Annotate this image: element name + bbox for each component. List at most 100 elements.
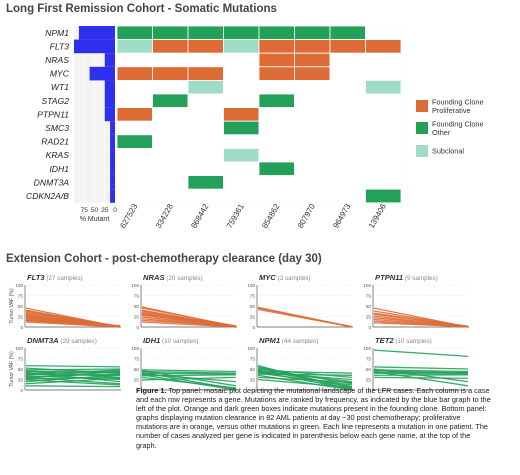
cell-npm1-627523 [116,25,153,41]
top-chart-title: Long First Remission Cohort - Somatic Mu… [6,3,277,15]
panel-ptpn11: PTPN11 (9 samples) 0 25 50 75 100 [363,273,469,330]
panel-gene-name: DNMT3A [27,336,59,345]
panel-title-npm1: NPM1 (44 samples) [259,336,318,345]
bar-flt3 [74,39,115,54]
cell-smc3-334228 [152,120,189,136]
cell-flt3-627523 [116,39,153,54]
panel-sample-count: (10 samples) [160,338,198,345]
cell-idh1-627523 [116,161,153,177]
panel-title-myc: MYC (3 samples) [259,273,311,282]
cell-kras-807970 [294,147,331,163]
vaf-line-dnmt3a-17 [25,385,121,388]
vaf-line-tet2-3 [373,369,469,373]
caption-label: Figure 1. [136,386,167,395]
panel-ytick-75: 75 [134,294,140,299]
cell-cdkn2a-b-854862 [258,188,295,204]
cell-kras-334228 [152,147,189,163]
panel-ytick-50: 50 [250,367,256,372]
panel-title-ptpn11: PTPN11 (9 samples) [375,273,438,282]
gene-label-nras: NRAS [45,55,69,65]
gene-label-dnmt3a: DNMT3A [34,177,70,187]
panel-ytick-0: 0 [252,325,255,330]
vaf-line-idh1-0 [141,369,237,373]
bar-tick-0: 0 [113,207,117,214]
cell-cdkn2a-b-759361 [223,188,260,204]
cell-kras-964973 [329,147,366,163]
cell-cdkn2a-b-334228 [152,188,189,204]
legend-swatch-s [416,145,428,157]
gene-label-wt1: WT1 [51,82,69,92]
panel-ytick-50: 50 [18,367,24,372]
cell-cdkn2a-b-964973 [329,188,366,204]
panel-title-nras: NRAS (20 samples) [143,273,203,282]
cell-idh1-854862 [258,161,295,177]
vaf-line-ptpn11-3 [373,313,469,327]
vaf-line-dnmt3a-12 [25,370,121,379]
cell-rad21-139406 [365,134,402,149]
cell-cdkn2a-b-868442 [187,188,224,204]
panel-npm1: NPM1 (44 samples) 0 25 50 75 100 [247,336,353,393]
panel-ytick-0: 0 [136,325,139,330]
vaf-line-dnmt3a-0 [25,364,121,368]
legend-label-s-0: Subclonal [432,147,464,156]
bar-rad21 [110,134,115,149]
panel-sample-count: (27 samples) [45,275,83,282]
bar-stag2 [104,94,115,108]
vaf-line-nras-11 [141,321,237,328]
cell-nras-759361 [223,52,260,68]
panel-sample-count: (20 samples) [165,275,203,282]
mosaic-grid [116,25,402,204]
panel-gene-name: NRAS [143,273,165,282]
panel-ytick-50: 50 [366,367,372,372]
panel-ytick-75: 75 [134,357,140,362]
vaf-line-dnmt3a-8 [25,369,121,376]
case-label-759361: 759361 [225,202,246,230]
cell-rad21-627523 [116,134,153,149]
vaf-line-idh1-9 [141,376,237,381]
bar-idh1 [110,162,115,176]
cell-dnmt3a-964973 [329,175,366,190]
cell-myc-627523 [116,66,153,81]
panel-ytick-25: 25 [366,315,372,320]
panel-title-flt3: FLT3 (27 samples) [27,273,83,282]
case-label-964973: 964973 [331,202,352,230]
cell-stag2-854862 [258,93,295,109]
cell-npm1-868442 [187,25,224,41]
gene-label-cdkn2a-b: CDKN2A/B [26,191,69,201]
gene-label-npm1: NPM1 [45,28,69,38]
legend-label-p-1: Proliferative [432,106,471,115]
gene-label-flt3: FLT3 [50,41,70,51]
panel-ytick-0: 0 [252,388,255,393]
gene-label-rad21: RAD21 [41,137,69,147]
case-label-868442: 868442 [189,202,210,230]
vaf-line-nras-10 [141,319,237,327]
panel-ytick-25: 25 [134,378,140,383]
panel-ytick-25: 25 [134,315,140,320]
panel-ytick-100: 100 [363,283,371,288]
cell-wt1-807970 [294,80,331,95]
cell-dnmt3a-868442 [187,175,224,190]
cell-ptpn11-807970 [294,107,331,122]
panel-ytick-100: 100 [131,283,139,288]
cell-flt3-807970 [294,39,331,54]
cell-smc3-139406 [365,120,402,136]
vaf-line-myc-2 [257,308,353,328]
cell-cdkn2a-b-807970 [294,188,331,204]
cell-ptpn11-759361 [223,107,260,122]
cell-flt3-868442 [187,39,224,54]
panel-ytick-25: 25 [250,378,256,383]
panel-ytick-100: 100 [247,346,255,351]
cell-dnmt3a-334228 [152,175,189,190]
panel-ytick-50: 50 [18,304,24,309]
cell-npm1-854862 [258,25,295,41]
cell-myc-964973 [329,66,366,81]
cell-stag2-334228 [152,93,189,109]
vaf-line-tet2-0 [373,349,469,358]
cell-smc3-868442 [187,120,224,136]
vaf-line-npm1-6 [257,370,353,374]
cell-wt1-139406 [365,80,402,95]
vaf-line-idh1-7 [141,374,237,377]
cell-ptpn11-964973 [329,107,366,122]
panel-gene-name: NPM1 [259,336,280,345]
